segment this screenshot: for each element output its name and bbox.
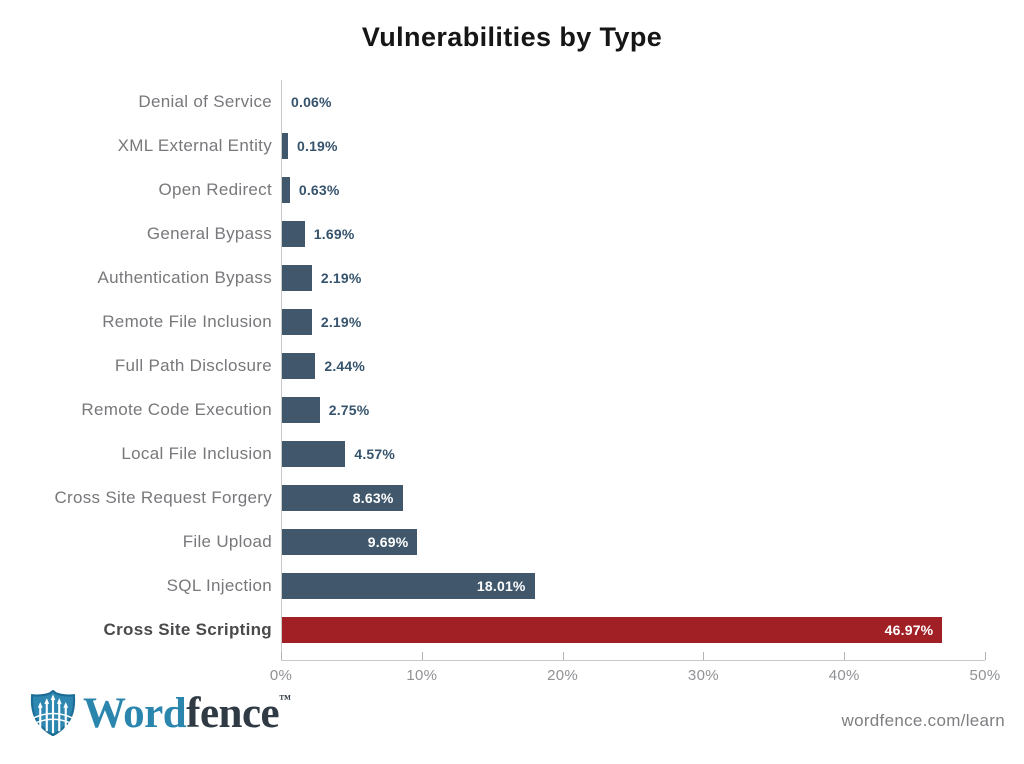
value-label: 4.57% [354,446,396,462]
chart-row: General Bypass 1.69% [0,212,1010,256]
x-tick-mark [844,652,846,660]
bar-track: 8.63% [281,485,1010,511]
x-tick-label: 10% [406,667,438,684]
chart-row: Local File Inclusion 4.57% [0,432,1010,476]
value-label: 0.63% [298,182,340,198]
value-label: 2.44% [324,358,366,374]
bar-track: 2.19% [281,265,1010,291]
bar [281,617,943,643]
category-label: File Upload [182,532,272,551]
category-label: Open Redirect [158,180,272,199]
x-tick-mark [562,652,564,660]
chart-row: Denial of Service 0.06% [0,80,1010,124]
category-label: Denial of Service [138,92,272,111]
bar-track: 2.44% [281,353,1010,379]
bar-track: 2.19% [281,309,1010,335]
category-label: Remote File Inclusion [102,312,272,331]
trademark-symbol: ™ [279,691,292,706]
chart-row: Remote File Inclusion 2.19% [0,300,1010,344]
y-axis-line [281,80,282,660]
wordfence-logo: Wordfence™ [30,690,291,736]
chart-title: Vulnerabilities by Type [361,22,663,52]
bar [281,441,346,467]
bar-track: 0.19% [281,133,1010,159]
bar [281,397,320,423]
brand-fence: fence [186,689,280,737]
bar [281,177,290,203]
value-label: 18.01% [476,578,526,594]
chart-row: Authentication Bypass 2.19% [0,256,1010,300]
chart-row: Open Redirect 0.63% [0,168,1010,212]
bar [281,133,288,159]
bar-track: 0.63% [281,177,1010,203]
value-label: 1.69% [313,226,355,242]
bar-track: 9.69% [281,529,1010,555]
x-tick-mark [703,652,705,660]
category-label: Authentication Bypass [97,268,272,287]
x-tick-label: 20% [547,667,579,684]
category-label: Local File Inclusion [121,444,272,463]
bar [281,353,316,379]
value-label: 9.69% [367,534,409,550]
category-label: Cross Site Scripting [103,620,272,639]
value-label: 2.19% [320,314,362,330]
category-label: XML External Entity [117,136,272,155]
wordfence-wordmark: Wordfence™ [83,692,291,735]
x-tick-label: 0% [269,667,293,684]
chart-row: XML External Entity 0.19% [0,124,1010,168]
x-tick-label: 50% [969,667,1001,684]
chart-row: Cross Site Request Forgery 8.63% [0,476,1010,520]
bar [281,309,312,335]
bar-chart: Denial of Service 0.06% XML External Entit… [0,80,1010,652]
bar-track: 1.69% [281,221,1010,247]
category-label: Cross Site Request Forgery [54,488,272,507]
value-label: 0.06% [291,94,332,110]
chart-row: File Upload 9.69% [0,520,1010,564]
value-label: 46.97% [884,622,934,638]
x-axis-line [281,660,985,661]
category-label: SQL Injection [166,576,272,595]
brand-word: Word [83,689,187,737]
bar [281,529,418,555]
bar-track: 46.97% [281,617,1010,643]
value-label: 2.19% [320,270,362,286]
chart-row: SQL Injection 18.01% [0,564,1010,608]
category-label: Remote Code Execution [81,400,272,419]
x-tick-label: 40% [828,667,860,684]
value-label: 8.63% [352,490,394,506]
chart-row: Cross Site Scripting 46.97% [0,608,1010,652]
bar [281,265,312,291]
category-label: General Bypass [146,224,272,243]
bar-track: 18.01% [281,573,1010,599]
x-tick-mark [281,652,282,660]
bar-track: 0.06% [281,89,1010,115]
bar [281,573,535,599]
wordfence-shield-icon [30,690,76,736]
x-tick-label: 30% [687,667,719,684]
value-label: 0.19% [297,138,338,154]
x-tick-mark [985,652,986,660]
footer-link-text: wordfence.com/learn [841,711,1005,730]
category-label: Full Path Disclosure [114,356,272,375]
bar [281,485,403,511]
chart-row: Remote Code Execution 2.75% [0,388,1010,432]
chart-row: Full Path Disclosure 2.44% [0,344,1010,388]
bar [281,221,305,247]
bar-track: 4.57% [281,441,1010,467]
x-tick-mark [421,652,423,660]
value-label: 2.75% [328,402,370,418]
bar-track: 2.75% [281,397,1010,423]
